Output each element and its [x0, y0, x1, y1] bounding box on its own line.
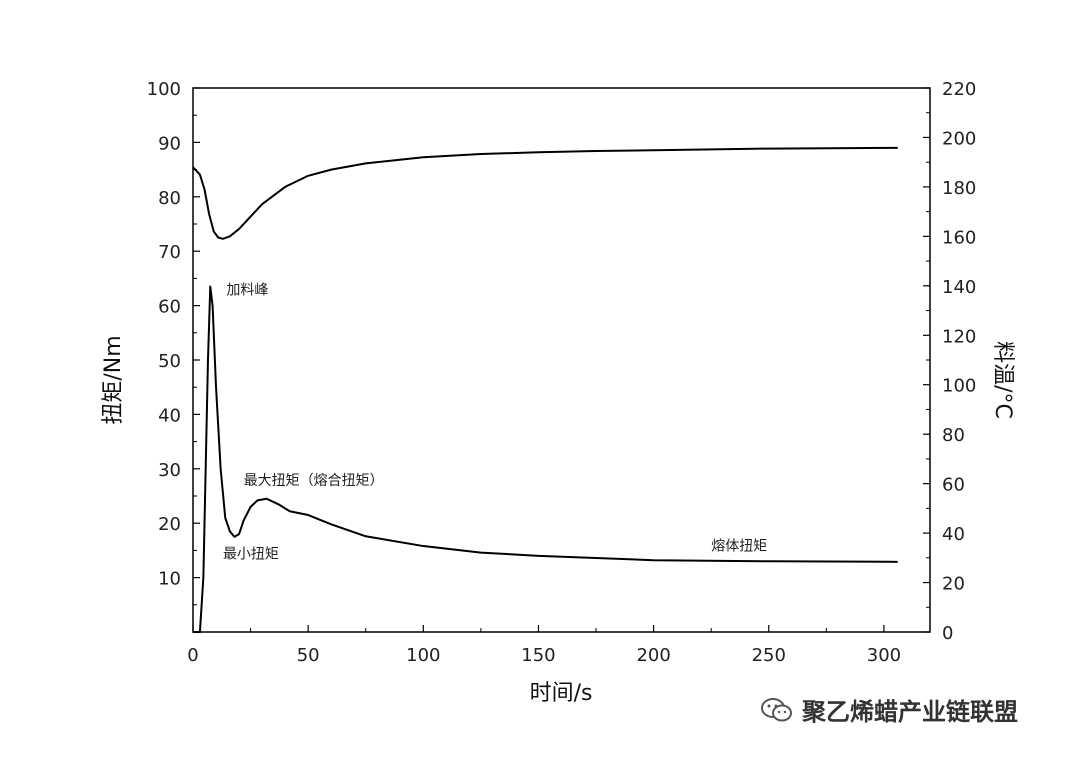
y-left-tick-label: 10 [158, 569, 181, 590]
y-right-tick-label: 120 [942, 326, 976, 347]
x-tick-label: 100 [406, 645, 440, 666]
axis-ticks: 0 50 100 150 200 250 300 10 20 30 40 50 60 70 80 90 100 0… [147, 79, 977, 666]
y-right-tick-label: 220 [942, 79, 976, 100]
x-tick-label: 200 [636, 645, 670, 666]
watermark: 聚乙烯蜡产业链联盟 [760, 692, 1018, 727]
series-layer [192, 146, 898, 633]
y-right-tick-label: 200 [942, 128, 976, 149]
y-left-tick-label: 60 [158, 297, 181, 318]
y-left-tick-label: 80 [158, 188, 181, 209]
y-right-axis-title: 料温/°C [990, 341, 1015, 419]
torque-series-line [193, 285, 898, 633]
y-left-axis-title: 扭矩/Nm [101, 335, 126, 424]
y-left-tick-label: 20 [158, 514, 181, 535]
y-right-tick-label: 160 [942, 227, 976, 248]
temperature-series-line [192, 146, 898, 240]
y-right-tick-label: 60 [942, 475, 965, 496]
wechat-icon [761, 697, 792, 721]
x-tick-label: 150 [521, 645, 555, 666]
y-right-tick-label: 140 [942, 277, 976, 298]
y-left-tick-label: 100 [147, 79, 181, 100]
x-tick-label: 50 [297, 645, 320, 666]
annotation-label: 熔体扭矩 [711, 538, 767, 554]
y-right-tick-label: 180 [942, 178, 976, 199]
y-right-tick-label: 80 [942, 425, 965, 446]
y-left-tick-label: 90 [158, 133, 181, 154]
annotation-label: 最小扭矩 [223, 547, 279, 563]
annotation-label: 最大扭矩（熔合扭矩） [244, 473, 384, 489]
y-right-tick-label: 40 [942, 524, 965, 545]
x-tick-label: 250 [752, 645, 786, 666]
x-axis-title: 时间/s [530, 681, 593, 706]
y-left-tick-label: 40 [158, 405, 181, 426]
annotation-label: 加料峰 [226, 283, 268, 299]
x-tick-label: 300 [867, 645, 901, 666]
x-tick-label: 0 [187, 645, 198, 666]
y-right-tick-label: 20 [942, 574, 965, 595]
plot-frame [192, 87, 931, 633]
y-left-tick-label: 70 [158, 242, 181, 263]
y-left-tick-label: 30 [158, 460, 181, 481]
y-right-tick-label: 100 [942, 376, 976, 397]
y-right-tick-label: 0 [942, 623, 953, 644]
y-left-tick-label: 50 [158, 351, 181, 372]
watermark-text: 聚乙烯蜡产业链联盟 [802, 698, 1018, 726]
